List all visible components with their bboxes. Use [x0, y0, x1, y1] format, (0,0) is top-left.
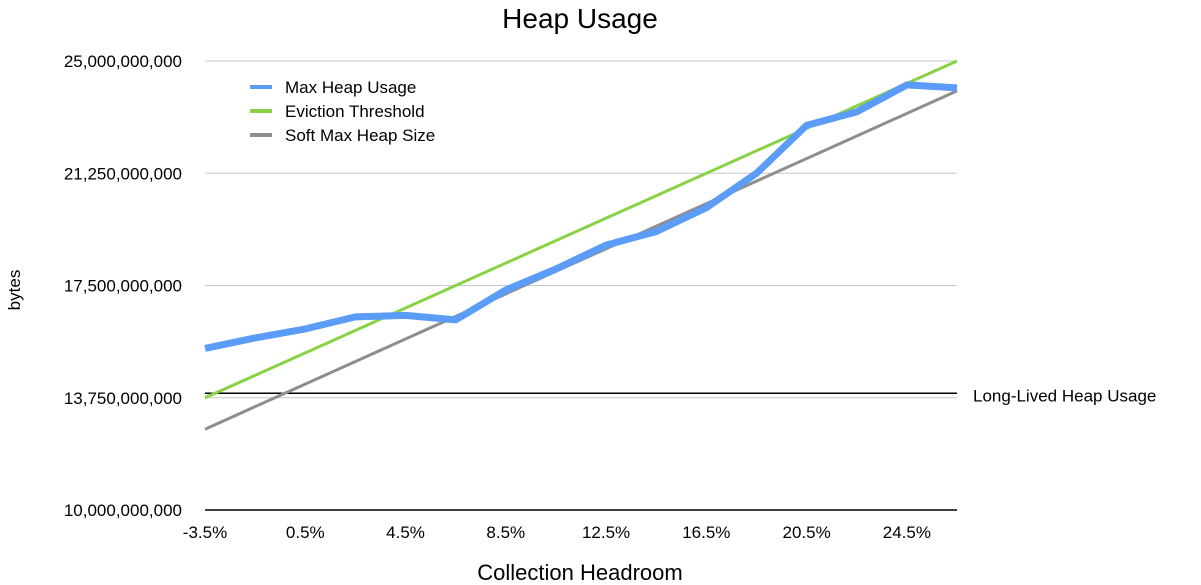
chart-title: Heap Usage [502, 3, 658, 34]
x-axis-label: Collection Headroom [477, 560, 682, 585]
series-line-max-heap-usage [204, 81, 958, 352]
x-tick-label: 20.5% [782, 523, 830, 542]
x-tick-label: 8.5% [486, 523, 525, 542]
legend-label: Eviction Threshold [285, 102, 425, 121]
y-tick-label: 13,750,000,000 [64, 389, 182, 408]
legend-label: Max Heap Usage [285, 78, 416, 97]
y-tick-label: 21,250,000,000 [64, 164, 182, 183]
x-tick-labels: -3.5% 0.5% 4.5% 8.5% 12.5% 16.5% 20.5% 24.5% [183, 523, 931, 542]
y-tick-label: 10,000,000,000 [64, 501, 182, 520]
legend: Max Heap Usage Eviction Threshold Soft Max… [250, 78, 435, 145]
y-tick-label: 17,500,000,000 [64, 277, 182, 296]
y-tick-labels: 10,000,000,000 13,750,000,000 17,500,000,0… [64, 52, 182, 520]
long-lived-heap-usage-label: Long-Lived Heap Usage [973, 386, 1156, 405]
annotations: Long-Lived Heap Usage [205, 386, 1156, 405]
x-tick-label: 24.5% [883, 523, 931, 542]
legend-label: Soft Max Heap Size [285, 126, 435, 145]
y-axis-label: bytes [5, 270, 24, 311]
series-lines [204, 59, 958, 431]
x-tick-label: 4.5% [386, 523, 425, 542]
y-tick-label: 25,000,000,000 [64, 52, 182, 71]
x-tick-label: 12.5% [582, 523, 630, 542]
x-tick-label: 16.5% [682, 523, 730, 542]
x-tick-label: -3.5% [183, 523, 227, 542]
gridlines [205, 60, 957, 511]
x-tick-label: 0.5% [286, 523, 325, 542]
